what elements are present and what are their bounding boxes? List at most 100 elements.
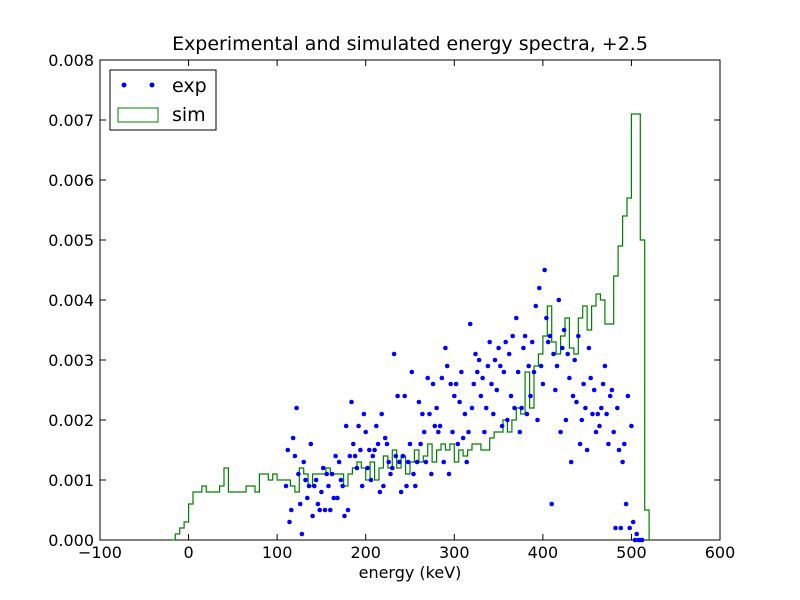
exp-point: [434, 405, 439, 411]
exp-point: [604, 411, 609, 417]
exp-point: [308, 441, 314, 447]
exp-point: [630, 519, 636, 525]
exp-point: [459, 369, 464, 375]
exp-point: [398, 489, 404, 495]
exp-point: [491, 411, 496, 417]
exp-point: [303, 477, 308, 483]
exp-point: [363, 429, 369, 435]
exp-point: [517, 429, 523, 435]
y-tick-label: 0.003: [48, 351, 94, 370]
exp-point: [289, 507, 294, 513]
exp-point: [370, 453, 376, 459]
exp-point: [315, 501, 321, 507]
exp-point: [320, 465, 326, 471]
exp-point: [356, 423, 361, 429]
plot-area: [99, 59, 721, 541]
exp-point: [634, 531, 639, 537]
exp-point: [457, 399, 462, 405]
exp-point: [343, 423, 349, 429]
exp-point: [405, 459, 411, 465]
y-tick-label: 0.001: [48, 471, 94, 490]
exp-point: [537, 285, 542, 291]
exp-point: [515, 369, 521, 375]
exp-point: [420, 411, 425, 417]
exp-point: [542, 267, 547, 273]
exp-point: [294, 405, 299, 411]
exp-point: [450, 429, 455, 435]
exp-point: [285, 447, 291, 453]
exp-point: [568, 459, 574, 465]
legend-exp-marker: [121, 82, 127, 88]
x-tick-label: 400: [528, 543, 559, 562]
exp-point: [492, 357, 498, 363]
exp-point: [535, 417, 540, 423]
exp-point: [367, 447, 372, 453]
exp-point: [425, 375, 431, 381]
x-tick-label: 600: [705, 543, 736, 562]
exp-point: [354, 465, 360, 471]
exp-point: [427, 411, 432, 417]
exp-point: [402, 393, 408, 399]
exp-point: [345, 507, 351, 513]
exp-point: [545, 339, 551, 345]
y-tick-label: 0.006: [48, 171, 94, 190]
exp-point: [407, 441, 413, 447]
exp-point: [607, 393, 613, 399]
y-axis: 0.000 0.001 0.002 0.003 0.004 0.005 0.006 0.007…: [48, 51, 720, 550]
exp-point: [629, 423, 634, 429]
exp-point: [324, 471, 330, 477]
exp-point: [397, 459, 402, 465]
exp-point: [322, 507, 328, 513]
exp-point: [521, 345, 526, 351]
exp-point: [554, 363, 560, 369]
exp-point: [602, 363, 608, 369]
exp-point: [494, 387, 500, 393]
exp-point: [501, 369, 507, 375]
exp-point: [473, 351, 478, 357]
exp-point: [328, 507, 333, 513]
legend-sim-label: sim: [172, 104, 206, 126]
exp-point: [413, 483, 418, 489]
exp-point: [508, 393, 514, 399]
x-tick-label: 500: [616, 543, 647, 562]
exp-point: [567, 375, 572, 381]
exp-point: [593, 429, 599, 435]
exp-point: [290, 435, 296, 441]
exp-point: [347, 453, 353, 459]
exp-point: [576, 333, 581, 339]
exp-point: [551, 351, 556, 357]
exp-point: [388, 471, 393, 477]
exp-point: [583, 405, 588, 411]
exp-point: [560, 345, 565, 351]
exp-point: [547, 333, 553, 339]
exp-point: [342, 513, 347, 519]
exp-point: [297, 501, 303, 507]
exp-point: [540, 381, 546, 387]
exp-point: [572, 357, 577, 363]
exp-point: [565, 351, 570, 357]
exp-point: [544, 315, 549, 321]
exp-point: [476, 357, 482, 363]
x-tick-label: 300: [439, 543, 470, 562]
exp-point: [296, 471, 301, 477]
exp-point: [352, 453, 358, 459]
y-tick-label: 0.005: [48, 231, 94, 250]
exp-point: [482, 429, 487, 435]
exp-point: [618, 525, 624, 531]
exp-point: [326, 483, 331, 489]
exp-point: [374, 423, 379, 429]
legend-sim-marker: [117, 107, 159, 123]
exp-point: [632, 537, 638, 543]
exp-point: [441, 459, 447, 465]
exp-point: [336, 459, 342, 465]
exp-point: [453, 381, 459, 387]
exp-point: [483, 405, 489, 411]
chart-title: Experimental and simulated energy spectr…: [172, 33, 648, 55]
exp-point: [480, 375, 485, 381]
exp-point: [384, 441, 390, 447]
x-tick-label: 0: [183, 543, 193, 562]
exp-point: [574, 399, 579, 405]
exp-point: [595, 411, 601, 417]
exp-point: [443, 345, 448, 351]
